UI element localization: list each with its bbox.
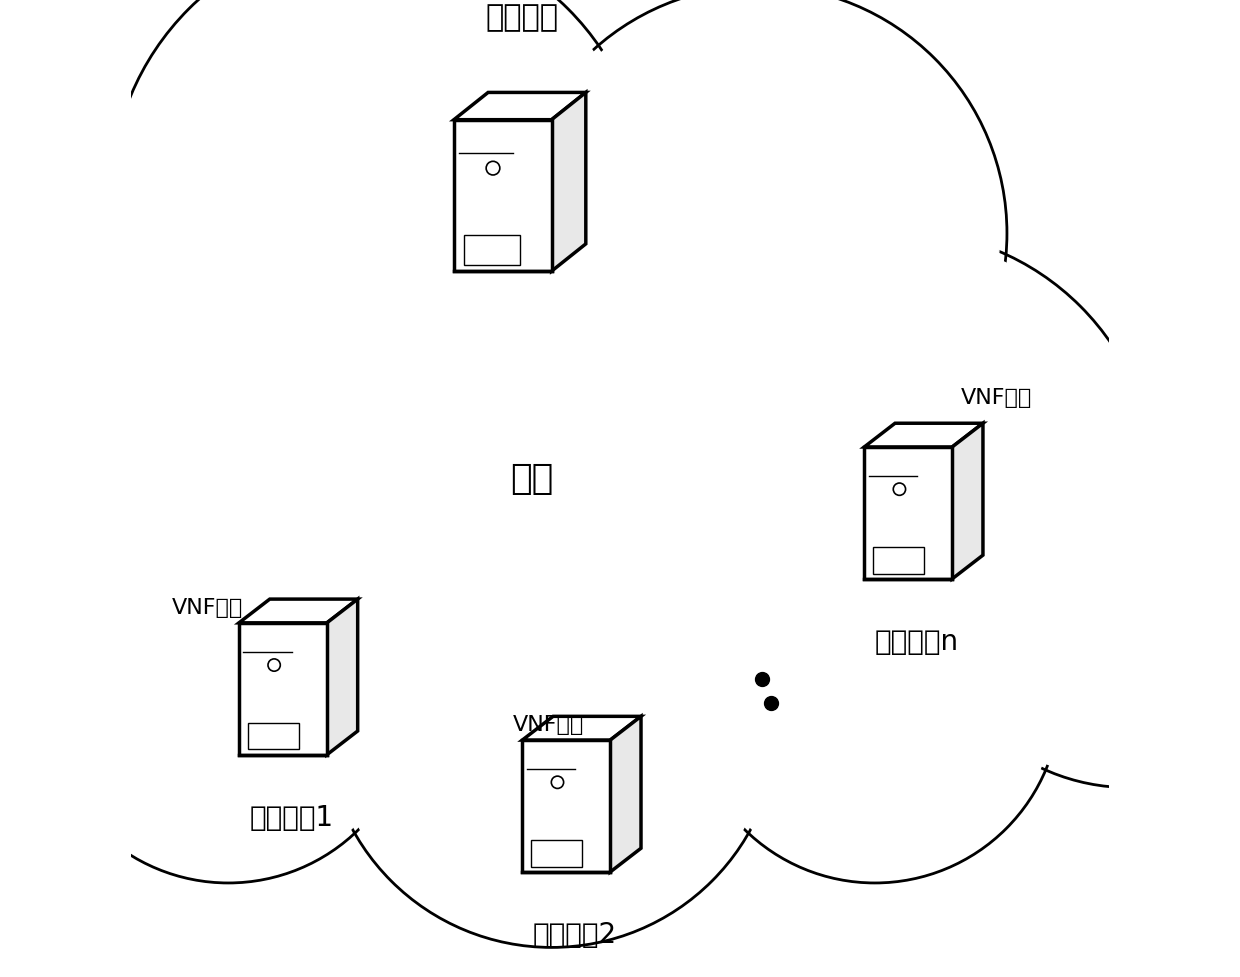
Circle shape — [640, 231, 1156, 746]
Polygon shape — [327, 599, 357, 754]
Polygon shape — [522, 716, 641, 741]
Circle shape — [0, 238, 455, 739]
Text: VNF网元: VNF网元 — [961, 388, 1032, 408]
Polygon shape — [248, 723, 299, 749]
Circle shape — [649, 238, 1148, 739]
Polygon shape — [454, 93, 585, 119]
Polygon shape — [454, 119, 552, 271]
Text: 计算节点n: 计算节点n — [875, 628, 959, 656]
Text: VNF网元: VNF网元 — [172, 598, 243, 617]
Circle shape — [512, 0, 1007, 481]
Circle shape — [242, 121, 861, 740]
Circle shape — [0, 381, 175, 782]
Circle shape — [48, 517, 408, 877]
Text: 计算节点2: 计算节点2 — [533, 920, 618, 949]
Polygon shape — [464, 234, 521, 265]
Polygon shape — [952, 423, 983, 578]
Circle shape — [923, 375, 1240, 787]
Polygon shape — [873, 547, 924, 573]
Polygon shape — [864, 446, 952, 578]
Circle shape — [42, 512, 414, 883]
Circle shape — [118, 0, 639, 458]
Circle shape — [0, 231, 463, 746]
Circle shape — [0, 375, 181, 787]
Circle shape — [929, 381, 1240, 782]
Polygon shape — [522, 741, 610, 872]
Circle shape — [520, 0, 999, 473]
Text: VNF网元: VNF网元 — [513, 715, 584, 735]
Polygon shape — [239, 623, 327, 754]
Circle shape — [331, 500, 771, 941]
Text: 计算节点1: 计算节点1 — [249, 803, 334, 831]
Polygon shape — [610, 716, 641, 872]
Polygon shape — [531, 840, 582, 867]
Circle shape — [110, 0, 646, 467]
Text: 网络: 网络 — [511, 462, 554, 495]
Circle shape — [252, 130, 852, 731]
Polygon shape — [239, 599, 357, 623]
Polygon shape — [864, 423, 983, 446]
Polygon shape — [552, 93, 585, 271]
Circle shape — [689, 512, 1060, 883]
Circle shape — [694, 517, 1055, 877]
Text: 控制节点: 控制节点 — [486, 3, 559, 31]
Circle shape — [325, 493, 779, 948]
